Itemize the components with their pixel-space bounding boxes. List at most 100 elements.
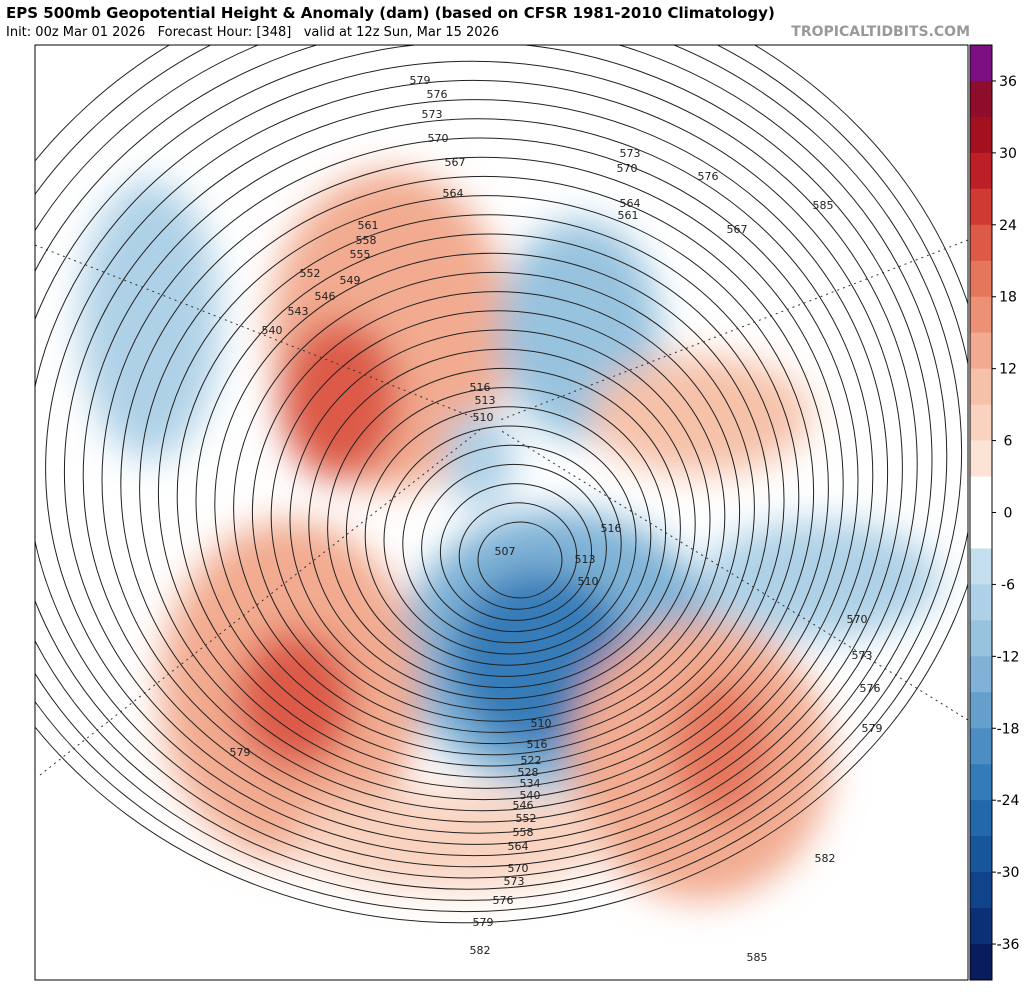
colorbar-segment (970, 440, 992, 478)
contour-label: 570 (428, 132, 449, 145)
contour-label: 549 (340, 274, 361, 287)
contour-label: 561 (618, 209, 639, 222)
contour (214, 252, 770, 756)
contour-label: 579 (862, 722, 883, 735)
contour (35, 60, 918, 868)
contour-label: 513 (475, 394, 496, 407)
contour-label: 564 (620, 197, 641, 210)
contour (327, 367, 681, 689)
contour-label: 552 (300, 267, 321, 280)
contour-label: 579 (473, 916, 494, 929)
colorbar-segment (970, 836, 992, 873)
contour-label: 543 (288, 305, 309, 318)
contour-label: 570 (617, 162, 638, 175)
contour-label: 573 (852, 649, 873, 662)
contour-label: 582 (815, 852, 836, 865)
contour-label: 576 (698, 170, 719, 183)
contour-label: 576 (427, 88, 448, 101)
height-contours (35, 45, 968, 924)
contour (157, 195, 815, 789)
colorbar-label: 6 (1004, 434, 1013, 450)
contour (101, 137, 859, 823)
contour-label: 510 (473, 411, 494, 424)
contour-label: 585 (813, 199, 834, 212)
contour-label: 579 (410, 74, 431, 87)
colorbar-segment (970, 800, 992, 837)
map-frame (34, 44, 969, 981)
contour-labels: 5795765735705675645615585555525495465435… (230, 74, 883, 964)
colorbar-segment (970, 692, 992, 729)
contour-label: 570 (847, 613, 868, 626)
contour-label: 546 (513, 799, 534, 812)
contour-label: 573 (620, 147, 641, 160)
colorbar-segment (970, 764, 992, 801)
contour (35, 45, 968, 924)
contour-label: 567 (727, 223, 748, 236)
colorbar-label: 0 (1004, 506, 1013, 522)
colorbar-label: 36 (999, 74, 1017, 90)
colorbar-segment (970, 45, 992, 82)
colorbar-segment (970, 620, 992, 657)
colorbar-segment (970, 224, 992, 262)
contour-label: 510 (578, 575, 599, 588)
contour-label: 573 (504, 875, 525, 888)
colorbar-segment (970, 908, 992, 945)
colorbar-segment (970, 260, 992, 298)
contour-label: 582 (470, 944, 491, 957)
contour-label: 516 (527, 738, 548, 751)
contour (251, 291, 741, 733)
contour-label: 552 (516, 812, 537, 825)
contour-label: 576 (493, 894, 514, 907)
colorbar-segment (970, 404, 992, 442)
colorbar-label: 18 (999, 290, 1017, 306)
colorbar-segment (970, 332, 992, 370)
contour (439, 483, 593, 621)
contour-label: 579 (230, 746, 251, 759)
contour (233, 271, 755, 745)
contour-label: 528 (518, 766, 539, 779)
colorbar-segment (970, 152, 992, 190)
contour-label: 573 (422, 108, 443, 121)
colorbar-label: -24 (997, 793, 1020, 809)
contour-label: 510 (531, 717, 552, 730)
contour-label: 513 (575, 553, 596, 566)
contour (477, 521, 563, 599)
contour-label: 564 (443, 187, 464, 200)
anomaly-shading (80, 170, 940, 900)
contour-label: 540 (520, 789, 541, 802)
colorbar: 36 30 24 18 12 6 0 -6 -12 -18 -24 -30 -36 (969, 44, 1020, 981)
contour (421, 463, 607, 633)
title: EPS 500mb Geopotential Height & Anomaly … (6, 4, 775, 22)
contour (270, 310, 726, 722)
contour-label: 507 (495, 545, 516, 558)
colorbar-segment (970, 512, 992, 549)
colorbar-segment (970, 476, 992, 513)
graticule (35, 239, 968, 776)
contour-label: 564 (508, 840, 529, 853)
colorbar-segment (970, 296, 992, 334)
contour (195, 233, 785, 767)
contour (35, 45, 933, 879)
contour (82, 118, 874, 834)
contour-label: 585 (747, 951, 768, 964)
colorbar-label: 12 (999, 362, 1017, 378)
contour (458, 502, 578, 610)
subtitle: Init: 00z Mar 01 2026 Forecast Hour: [34… (6, 25, 500, 40)
colorbar-segment (970, 188, 992, 226)
contour-label: 558 (356, 234, 377, 247)
colorbar-segment (970, 116, 992, 154)
colorbar-label: -18 (997, 721, 1020, 737)
contour-label: 516 (601, 522, 622, 535)
contour (120, 156, 844, 812)
contour (35, 45, 948, 890)
contour (45, 79, 903, 857)
colorbar-label: 24 (999, 218, 1017, 234)
contour (139, 175, 829, 801)
contour (35, 45, 962, 901)
watermark: TROPICALTIDBITS.COM (791, 24, 970, 40)
colorbar-label: 30 (999, 146, 1017, 162)
contour-label: 558 (513, 826, 534, 839)
colorbar-segment (970, 728, 992, 765)
